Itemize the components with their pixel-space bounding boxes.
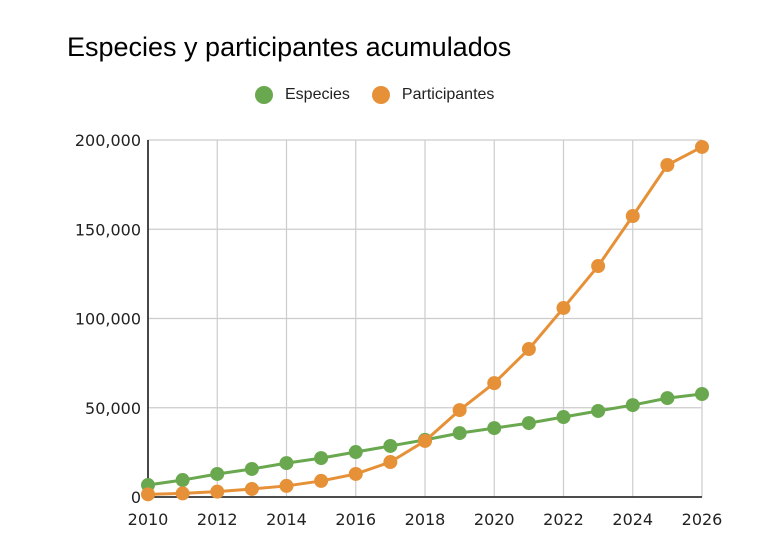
legend: Especies Participantes — [255, 86, 516, 104]
x-tick-label: 2026 — [682, 510, 723, 529]
data-point-especies[interactable] — [521, 416, 536, 431]
data-point-especies[interactable] — [452, 426, 467, 441]
x-tick-label: 2024 — [612, 510, 653, 529]
data-point-especies[interactable] — [348, 445, 363, 460]
data-point-participantes[interactable] — [625, 209, 640, 224]
data-point-especies[interactable] — [210, 466, 225, 481]
legend-marker-participantes — [371, 86, 390, 104]
x-tick-label: 2020 — [474, 510, 515, 529]
data-point-participantes[interactable] — [141, 487, 155, 502]
data-point-especies[interactable] — [625, 398, 640, 413]
data-point-participantes[interactable] — [210, 484, 225, 499]
legend-label-especies: Especies — [285, 86, 350, 103]
data-point-especies[interactable] — [556, 410, 571, 425]
data-point-participantes[interactable] — [418, 433, 432, 448]
data-point-participantes[interactable] — [279, 478, 294, 493]
data-point-participantes[interactable] — [244, 481, 259, 496]
data-point-participantes[interactable] — [314, 473, 329, 488]
y-tick-label: 50,000 — [85, 399, 141, 418]
axes — [147, 140, 702, 498]
data-point-especies[interactable] — [591, 403, 606, 418]
x-tick-label: 2016 — [335, 510, 376, 529]
data-point-especies[interactable] — [695, 387, 709, 402]
data-point-especies[interactable] — [244, 461, 259, 476]
x-tick-label: 2022 — [543, 510, 584, 529]
y-tick-label: 0 — [131, 488, 141, 507]
y-tick-label: 100,000 — [75, 310, 141, 329]
data-point-participantes[interactable] — [521, 342, 536, 357]
tick-labels: 2010 2012 2014 2016 2018 2020 2022 2024 2026 0 50,… — [75, 131, 723, 529]
series-layer — [141, 139, 709, 502]
x-tick-label: 2014 — [266, 510, 307, 529]
series-participantes — [141, 139, 709, 502]
data-point-participantes[interactable] — [695, 139, 709, 154]
legend-item-participantes[interactable]: Participantes — [371, 86, 495, 104]
data-point-participantes[interactable] — [383, 455, 398, 470]
data-point-participantes[interactable] — [556, 300, 571, 315]
legend-marker-especies — [255, 86, 273, 104]
y-tick-label: 200,000 — [75, 131, 141, 150]
x-tick-label: 2010 — [128, 510, 169, 529]
x-tick-label: 2018 — [405, 510, 446, 529]
data-point-participantes[interactable] — [348, 466, 363, 481]
legend-label-participantes: Participantes — [401, 86, 495, 103]
data-point-especies[interactable] — [383, 438, 398, 453]
x-tick-label: 2012 — [197, 510, 238, 529]
chart-title: Especies y participantes acumulados — [67, 32, 512, 62]
data-point-especies[interactable] — [660, 391, 675, 406]
data-point-especies[interactable] — [279, 456, 294, 471]
data-point-participantes[interactable] — [591, 259, 606, 274]
data-point-especies[interactable] — [314, 451, 329, 466]
data-point-participantes[interactable] — [660, 157, 675, 172]
legend-item-especies[interactable]: Especies — [255, 86, 350, 104]
data-point-participantes[interactable] — [175, 486, 190, 501]
y-tick-label: 150,000 — [75, 220, 141, 239]
data-point-participantes[interactable] — [452, 403, 467, 418]
data-point-participantes[interactable] — [487, 376, 502, 391]
data-point-especies[interactable] — [487, 421, 502, 436]
data-point-especies[interactable] — [175, 473, 190, 488]
